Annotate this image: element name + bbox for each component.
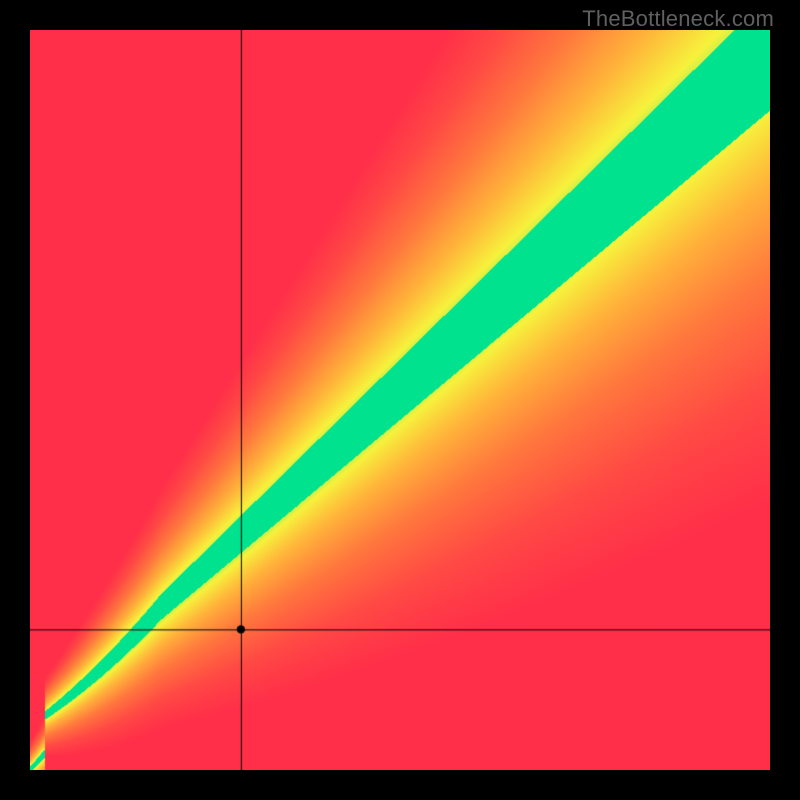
heatmap-plot	[30, 30, 770, 770]
heatmap-canvas	[30, 30, 770, 770]
watermark-text: TheBottleneck.com	[582, 6, 774, 32]
